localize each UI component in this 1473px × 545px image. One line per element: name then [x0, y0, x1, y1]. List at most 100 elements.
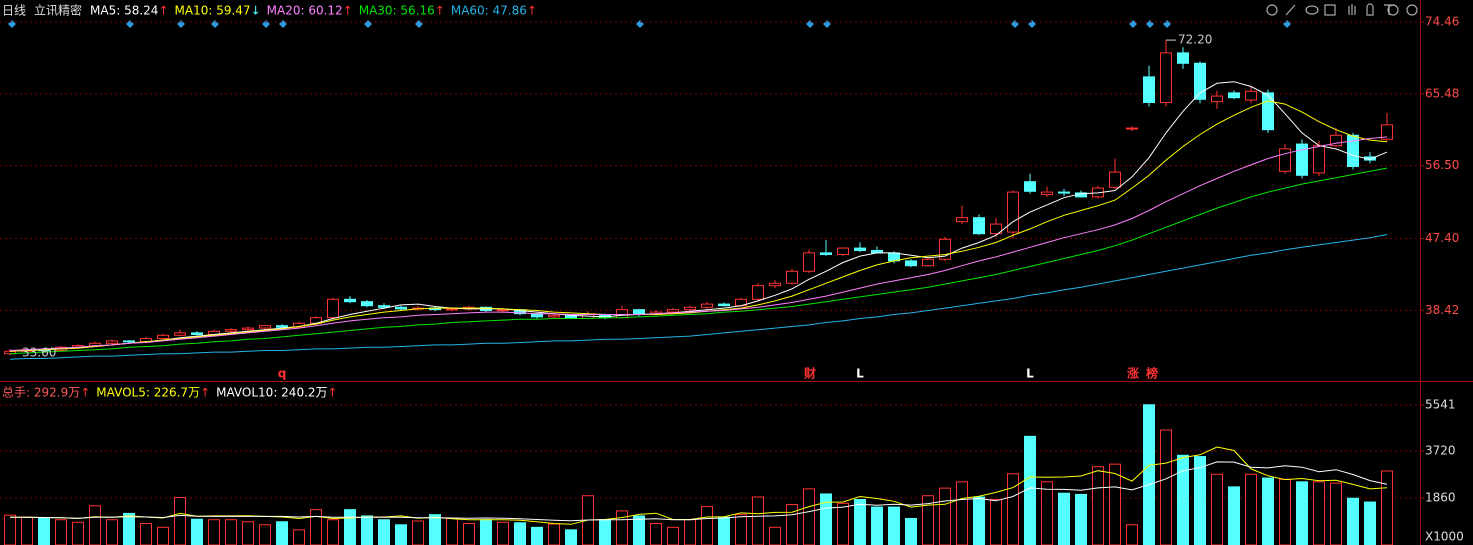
signal-marker — [823, 20, 831, 28]
candle-body — [1330, 134, 1342, 147]
y-unit-label: X1000 — [1425, 530, 1464, 544]
signal-marker — [1011, 20, 1019, 28]
candle-body — [905, 260, 917, 267]
signal-marker — [415, 20, 423, 28]
candle-body — [1143, 76, 1155, 103]
volume-bar — [497, 521, 509, 545]
legend-text: 立讯精密 — [34, 3, 82, 18]
candle-body — [769, 282, 781, 287]
hand-icon[interactable] — [1348, 4, 1356, 15]
draw-icon[interactable] — [1285, 4, 1296, 16]
candle-body — [1041, 191, 1053, 195]
volume-bar — [531, 526, 543, 545]
candle-body — [548, 314, 560, 318]
volume-bar — [344, 509, 356, 545]
volume-bar — [1330, 482, 1342, 545]
legend-text: MA5: 58.24 — [90, 4, 158, 18]
y-tick-label: 5541 — [1425, 397, 1456, 411]
signal-marker — [1163, 20, 1171, 28]
volume-bar — [327, 519, 339, 545]
volume-bar — [21, 516, 33, 545]
volume-bar — [4, 514, 16, 545]
volume-bar — [208, 519, 220, 545]
event-label: 涨 — [1127, 366, 1139, 381]
candle-body — [1211, 95, 1223, 103]
volume-bar — [412, 520, 424, 545]
y-tick-label: 1860 — [1425, 491, 1456, 505]
candle-body — [1347, 134, 1359, 167]
candle-body — [191, 332, 203, 335]
volume-bar — [361, 515, 373, 545]
candle-body — [973, 217, 985, 235]
candle-body — [1313, 145, 1325, 174]
volume-bar — [939, 487, 951, 545]
candle-body — [174, 332, 186, 336]
candle-body — [803, 252, 815, 272]
volume-bar — [1177, 454, 1189, 545]
candle-body — [633, 309, 645, 315]
volume-bar — [1262, 477, 1274, 545]
signal-marker — [806, 20, 814, 28]
volume-bar — [548, 523, 560, 545]
candle-body — [1194, 62, 1206, 100]
lock-icon[interactable] — [1366, 3, 1374, 16]
legend-text: MA30: 56.16 — [359, 4, 435, 18]
volume-bar — [259, 524, 271, 545]
volume-bar — [854, 499, 866, 545]
candle-body — [157, 334, 169, 339]
legend-text: ↑ — [328, 386, 338, 400]
candle-body — [684, 306, 696, 311]
volume-bar — [973, 496, 985, 545]
volume-bar — [667, 526, 679, 545]
volume-bar — [429, 514, 441, 545]
zoom-icon[interactable] — [1324, 4, 1336, 16]
event-label: L — [1026, 367, 1034, 381]
volume-bar — [1041, 481, 1053, 545]
legend-text: MA60: 47.86 — [451, 4, 527, 18]
ma-line — [9, 167, 1388, 355]
volume-bar — [922, 495, 934, 545]
toolbar[interactable] — [1266, 3, 1418, 16]
high-label: 72.20 — [1178, 33, 1212, 47]
candle-body — [1058, 191, 1070, 194]
volume-bar — [72, 521, 84, 545]
view-icon[interactable] — [1305, 5, 1319, 15]
legend-text: ↑ — [200, 386, 210, 400]
zoom-out-icon[interactable] — [1406, 4, 1418, 16]
volume-bar — [89, 505, 101, 545]
legend-text: MA20: 60.12 — [267, 4, 343, 18]
volume-bar — [395, 524, 407, 545]
signal-marker — [1028, 20, 1036, 28]
zoom-in-icon[interactable] — [1387, 4, 1399, 16]
y-tick-label: 74.46 — [1425, 15, 1459, 29]
volume-bar — [293, 529, 305, 545]
volume-bar — [174, 496, 186, 545]
volume-bar — [769, 526, 781, 545]
volume-bar — [1075, 493, 1087, 545]
signal-marker — [279, 20, 287, 28]
candle-body — [1109, 171, 1121, 188]
signal-marker — [1146, 20, 1154, 28]
volume-bar — [837, 502, 849, 545]
candle-body — [378, 305, 390, 308]
volume-bar — [650, 523, 662, 545]
candle-body — [1279, 148, 1291, 172]
volume-bar — [1109, 463, 1121, 545]
candle-body — [1177, 52, 1189, 64]
candle-body — [1228, 92, 1240, 99]
signal-marker — [211, 20, 219, 28]
event-label: L — [856, 367, 864, 381]
settings-icon[interactable] — [1266, 4, 1278, 16]
volume-bar — [1228, 486, 1240, 545]
volume-bar — [1160, 429, 1172, 545]
volume-bar — [956, 481, 968, 545]
volume-bar — [55, 519, 67, 545]
candle-body — [1381, 124, 1393, 140]
volume-bar — [514, 522, 526, 545]
signal-marker — [177, 20, 185, 28]
legend-text: 日线 — [2, 4, 26, 18]
event-label: 财 — [803, 366, 816, 381]
candle-body — [922, 258, 934, 267]
ma-line — [9, 234, 1388, 360]
